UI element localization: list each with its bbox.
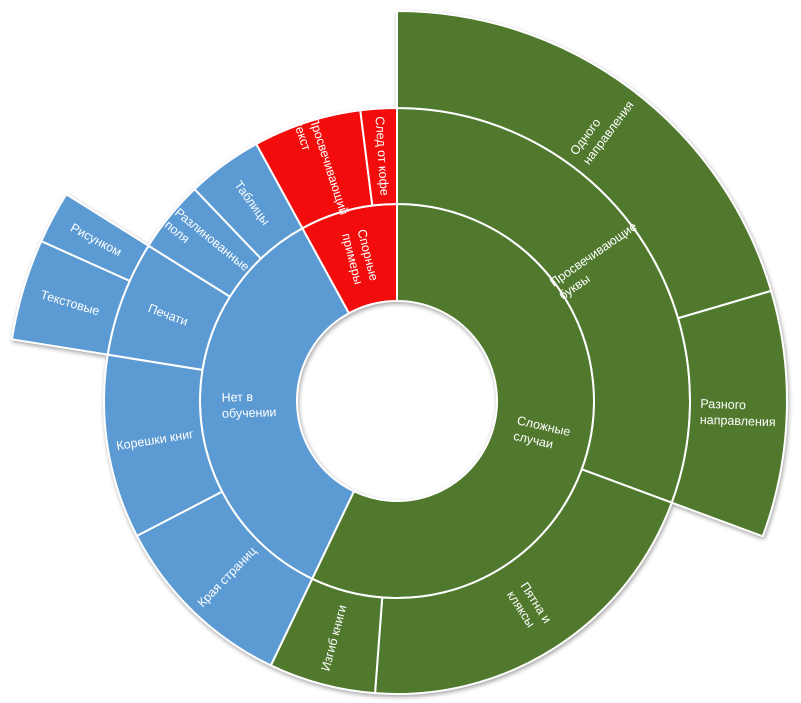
segment-raznogo-napravleniya[interactable] [670,289,788,538]
segment-odnogo-napravleniya[interactable] [396,10,773,320]
segment-koreshki-knig[interactable] [103,353,224,537]
segment-pyatna-i-klyaksy[interactable] [374,468,673,695]
segment-kraya-stranits[interactable] [135,490,314,667]
segment-risunkom[interactable] [40,193,150,282]
sunburst-slices [10,10,788,695]
